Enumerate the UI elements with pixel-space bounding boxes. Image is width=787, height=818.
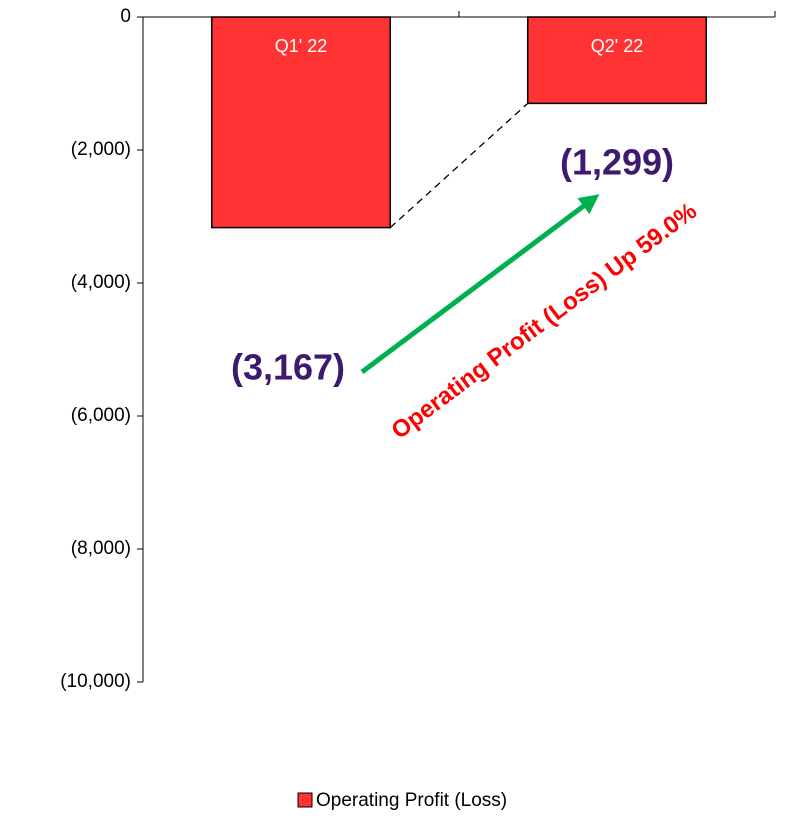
- category-label: Q1' 22: [275, 36, 327, 56]
- value-label: (1,299): [560, 142, 674, 183]
- legend-label: Operating Profit (Loss): [316, 790, 507, 811]
- y-tick-label: (10,000): [60, 671, 131, 692]
- y-tick-label: (8,000): [71, 538, 131, 559]
- y-tick-label: (6,000): [71, 405, 131, 426]
- legend-swatch: [297, 792, 313, 808]
- value-label: (3,167): [231, 347, 345, 388]
- bar: [210, 16, 392, 229]
- bar: [526, 16, 708, 105]
- y-tick-label: (2,000): [71, 139, 131, 160]
- trend-arrow: [360, 194, 600, 375]
- category-label: Q2' 22: [591, 36, 643, 56]
- y-tick-label: (4,000): [71, 272, 131, 293]
- y-tick-label: 0: [120, 6, 131, 27]
- connector: [389, 102, 529, 229]
